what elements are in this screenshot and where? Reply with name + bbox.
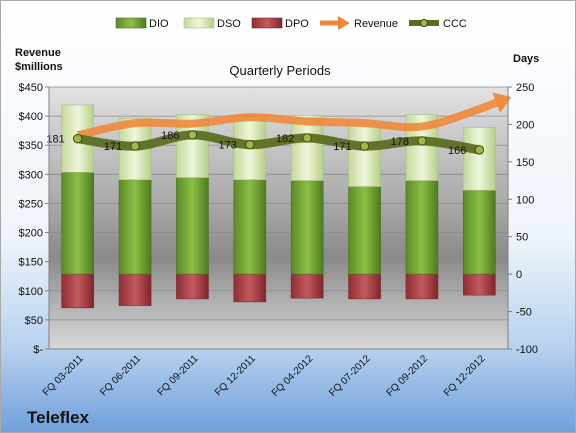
ccc-marker [302,133,312,143]
ccc-marker [187,130,198,140]
legend-swatch [183,17,215,29]
axes [48,87,509,350]
bar-dio [176,177,209,275]
bar-dpo [463,273,496,296]
left-tick-label: $100 [19,286,43,298]
ccc-series: 181 171 186 173 182 171 178 166 [46,130,485,157]
right-tick-label: 50 [516,232,528,244]
legend-label: DSO [217,18,241,30]
bar-dpo [61,273,94,309]
ccc-marker [359,141,370,151]
bar-dpo [405,273,439,300]
right-tick-label: -50 [516,307,532,319]
right-axis-ticks: -100 -50 0 50 100 150 200 250 [508,82,538,356]
right-tick-label: 200 [516,119,534,131]
legend-swatch [251,17,283,29]
right-axis-title: Days [513,53,539,65]
legend-swatch [115,17,147,29]
bar-dio [405,180,439,275]
ccc-marker [417,136,427,146]
ccc-marker [130,141,140,151]
ccc-marker [474,145,485,155]
ccc-data-label: 166 [448,145,466,157]
right-tick-label: 100 [516,194,534,206]
revenue-line [76,96,505,140]
bar-series [61,104,496,309]
legend-label: CCC [443,18,467,30]
left-axis-title-line2: $millions [15,61,63,73]
bar-dso [348,123,381,187]
left-tick-label: $50 [25,315,43,327]
legend-label: DPO [285,18,309,30]
bar-dio [290,180,324,275]
ccc-data-label: 173 [218,140,236,152]
bar-dio [348,186,381,275]
right-tick-label: 0 [516,269,522,281]
right-tick-label: -100 [516,344,538,356]
right-tick-label: 150 [516,157,534,169]
ccc-marker [72,133,83,144]
bar-dso [290,115,324,181]
bar-dpo [348,273,381,300]
company-name: Teleflex [27,408,90,427]
left-axis-title-line1: Revenue [15,47,61,59]
left-tick-label: $450 [19,82,43,94]
left-axis-ticks: $- $50 $100 $150 $200 $250 $300 $350 $400 $450 [19,82,49,356]
left-tick-label: $250 [19,198,43,210]
bar-dpo [118,273,152,306]
left-tick-label: $150 [19,257,43,269]
bar-dso [463,127,496,191]
legend-label: DIO [149,18,169,30]
ccc-data-label: 171 [333,141,351,153]
legend-arrow-head [338,16,350,30]
ccc-data-label: 182 [276,133,294,145]
bar-dio [61,172,94,275]
chart-title: Quarterly Periods [229,63,331,78]
right-tick-label: 250 [516,82,534,94]
ccc-line [73,130,484,155]
bar-dpo [176,273,209,300]
left-tick-label: $- [33,344,43,356]
legend-ccc-marker [420,19,428,27]
bar-dio [463,190,496,275]
left-tick-label: $300 [19,169,43,181]
ccc-data-label: 186 [161,130,179,142]
left-tick-label: $200 [19,228,43,240]
ccc-marker [245,139,255,150]
legend-label: Revenue [354,18,398,30]
revenue-arrowhead [492,92,512,114]
left-tick-label: $350 [19,140,43,152]
bar-dpo [290,273,324,299]
legend: DIO DSO DPO Revenue CCC [115,16,467,30]
left-tick-label: $400 [19,111,43,123]
bar-dpo [233,273,267,303]
ccc-data-label: 178 [391,136,409,148]
ccc-data-label: 171 [104,141,122,153]
bar-dio [233,179,267,275]
ccc-data-label: 181 [46,134,64,146]
bar-dio [118,179,152,275]
revenue-series [76,92,512,140]
